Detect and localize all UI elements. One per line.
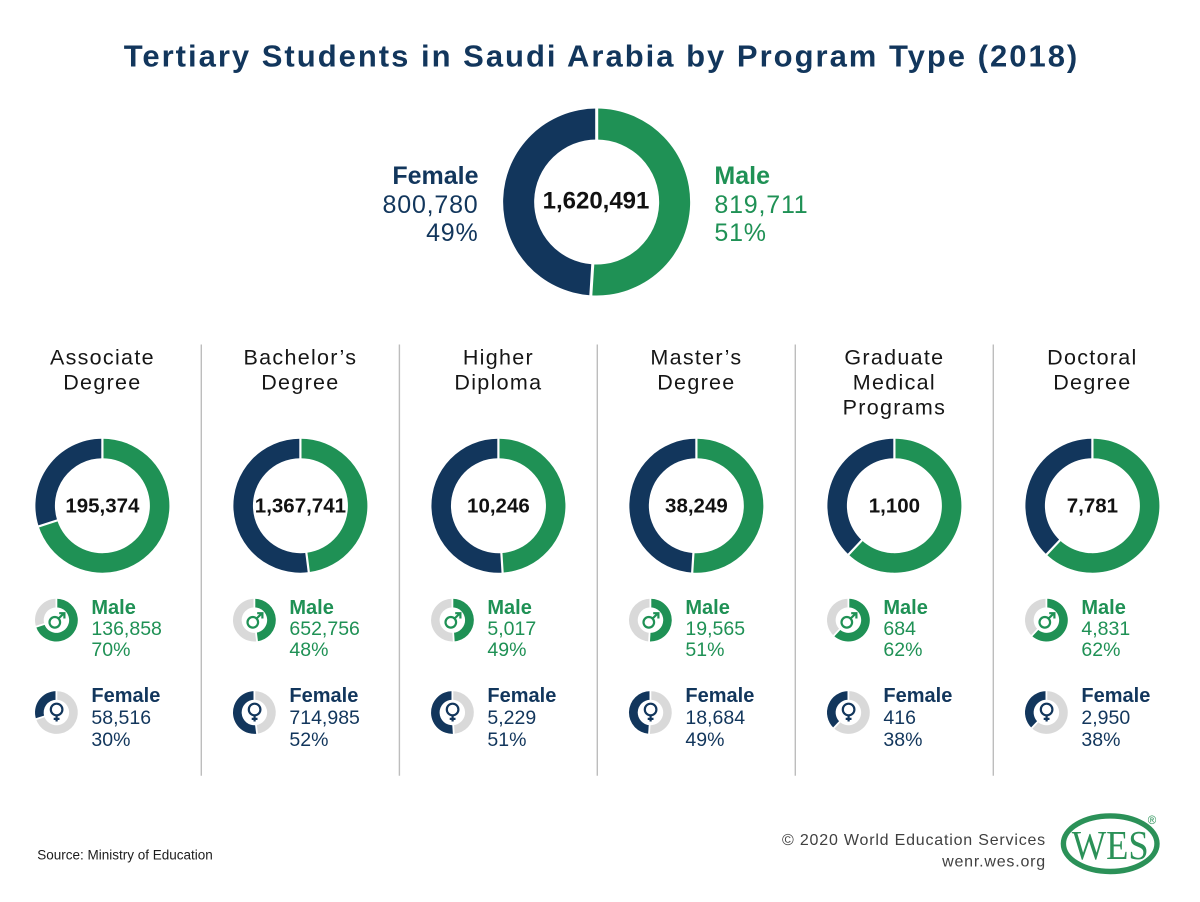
svg-text:684: 684 [883,618,916,640]
svg-text:52%: 52% [289,729,328,751]
svg-text:wenr.wes.org: wenr.wes.org [941,853,1046,870]
svg-text:49%: 49% [426,219,478,247]
svg-text:5,017: 5,017 [487,618,536,640]
svg-text:819,711: 819,711 [714,191,808,219]
svg-text:Higher: Higher [463,346,534,370]
svg-text:Degree: Degree [63,371,141,395]
svg-text:Programs: Programs [843,396,947,420]
svg-text:Female: Female [1081,685,1150,707]
svg-text:51%: 51% [685,639,724,661]
svg-text:1,367,741: 1,367,741 [255,494,346,517]
svg-text:416: 416 [883,707,916,729]
svg-text:Male: Male [289,597,333,619]
svg-text:18,684: 18,684 [685,707,745,729]
svg-text:51%: 51% [714,219,766,247]
svg-text:Degree: Degree [261,371,339,395]
svg-text:Male: Male [883,597,927,619]
svg-text:Female: Female [487,685,556,707]
svg-text:Associate: Associate [50,346,155,370]
svg-text:62%: 62% [1081,639,1120,661]
svg-text:70%: 70% [91,639,130,661]
svg-text:Diploma: Diploma [454,371,542,395]
svg-text:49%: 49% [685,729,724,751]
svg-text:1,620,491: 1,620,491 [543,187,650,214]
svg-text:48%: 48% [289,639,328,661]
svg-text:38%: 38% [1081,729,1120,751]
svg-text:38,249: 38,249 [665,494,728,517]
svg-text:Tertiary Students in Saudi Ara: Tertiary Students in Saudi Arabia by Pro… [124,39,1080,74]
svg-text:51%: 51% [487,729,526,751]
svg-text:Medical: Medical [853,371,936,395]
svg-text:Master’s: Master’s [650,346,742,370]
svg-text:Source: Ministry of Education: Source: Ministry of Education [37,847,213,862]
svg-text:Female: Female [392,162,478,190]
svg-text:136,858: 136,858 [91,618,161,640]
svg-text:Degree: Degree [657,371,735,395]
svg-text:2,950: 2,950 [1081,707,1130,729]
svg-text:Female: Female [91,685,160,707]
svg-text:19,565: 19,565 [685,618,745,640]
svg-text:WES: WES [1072,823,1149,868]
svg-text:5,229: 5,229 [487,707,536,729]
svg-text:7,781: 7,781 [1067,494,1118,517]
svg-text:30%: 30% [91,729,130,751]
svg-text:Male: Male [714,162,770,190]
svg-text:195,374: 195,374 [65,494,140,517]
svg-text:38%: 38% [883,729,922,751]
svg-text:Degree: Degree [1053,371,1131,395]
svg-text:Male: Male [685,597,729,619]
svg-text:© 2020 World Education Service: © 2020 World Education Services [782,832,1046,849]
svg-text:Female: Female [685,685,754,707]
svg-text:Female: Female [883,685,952,707]
svg-text:Doctoral: Doctoral [1047,346,1137,370]
svg-text:Bachelor’s: Bachelor’s [244,346,358,370]
svg-text:62%: 62% [883,639,922,661]
svg-text:652,756: 652,756 [289,618,360,640]
svg-text:Male: Male [1081,597,1125,619]
svg-text:Female: Female [289,685,358,707]
svg-text:Male: Male [487,597,531,619]
svg-text:Male: Male [91,597,135,619]
svg-text:800,780: 800,780 [383,191,479,219]
svg-text:4,831: 4,831 [1081,618,1130,640]
svg-text:10,246: 10,246 [467,494,530,517]
svg-text:Graduate: Graduate [844,346,944,370]
svg-text:58,516: 58,516 [91,707,151,729]
svg-text:1,100: 1,100 [869,494,920,517]
svg-text:49%: 49% [487,639,526,661]
svg-text:®: ® [1148,815,1157,827]
svg-text:714,985: 714,985 [289,707,360,729]
